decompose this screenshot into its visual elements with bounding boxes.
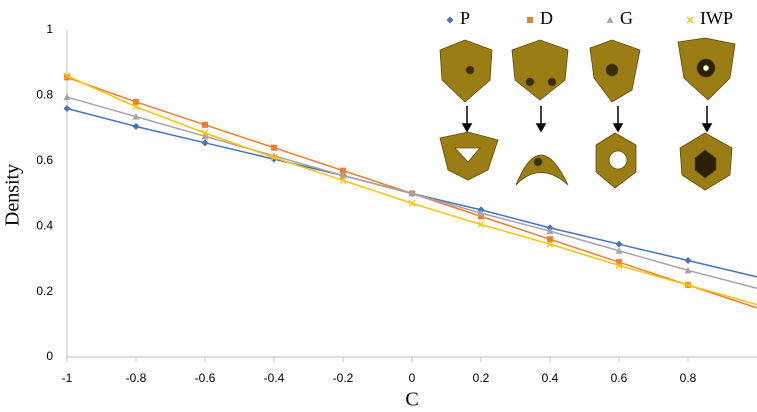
marker <box>477 209 485 217</box>
marker <box>270 154 278 161</box>
marker <box>684 257 692 265</box>
y-tick-label: 0.2 <box>36 284 53 298</box>
legend-label: P <box>460 8 470 28</box>
x-tick-label: -0.2 <box>333 371 354 385</box>
marker <box>408 190 416 197</box>
x-tick-label: -0.8 <box>126 371 147 385</box>
marker <box>546 240 554 248</box>
x-tick-label: 0 <box>409 371 416 385</box>
marker <box>63 93 71 101</box>
marker <box>132 103 140 111</box>
marker <box>684 266 692 274</box>
marker <box>615 240 623 248</box>
x-tick-label: 0.2 <box>473 371 490 385</box>
legend-label: D <box>540 8 553 28</box>
marker <box>684 281 692 289</box>
structure-images <box>439 37 736 191</box>
legend-marker <box>606 16 614 23</box>
marker <box>201 132 209 140</box>
marker <box>63 104 71 112</box>
marker <box>64 74 70 81</box>
marker <box>340 167 346 174</box>
y-tick-label: 1 <box>46 22 53 36</box>
marker <box>271 144 277 151</box>
legend-marker <box>686 16 694 24</box>
marker <box>201 129 209 137</box>
legend-label: IWP <box>700 8 733 28</box>
x-tick-label: -1 <box>62 371 73 385</box>
marker <box>202 121 208 128</box>
legend-label: G <box>620 8 633 28</box>
legend-marker <box>446 16 454 24</box>
marker <box>201 139 209 147</box>
x-axis-label: C <box>405 389 418 411</box>
legend-marker <box>527 17 533 23</box>
x-tick-label: -0.4 <box>264 371 285 385</box>
x-tick-label: 0.8 <box>680 371 697 385</box>
y-tick-label: 0.4 <box>36 218 53 232</box>
marker <box>546 227 554 235</box>
y-tick-label: 0.6 <box>36 153 53 167</box>
y-tick-label: 0 <box>46 349 53 363</box>
y-tick-label: 0.8 <box>36 88 53 102</box>
marker <box>615 247 623 254</box>
y-axis-label: Density <box>2 164 24 226</box>
marker <box>615 261 623 269</box>
x-tick-label: -0.6 <box>195 371 216 385</box>
marker <box>478 213 484 220</box>
marker <box>133 98 139 105</box>
marker <box>132 113 140 120</box>
x-tick-label: 0.6 <box>611 371 628 385</box>
marker <box>63 72 71 80</box>
marker <box>339 176 347 184</box>
marker <box>477 221 485 229</box>
marker <box>408 199 416 207</box>
marker <box>132 122 140 130</box>
marker <box>616 259 622 266</box>
x-tick-label: 0.4 <box>542 371 559 385</box>
marker <box>547 236 553 243</box>
marker <box>339 172 347 179</box>
